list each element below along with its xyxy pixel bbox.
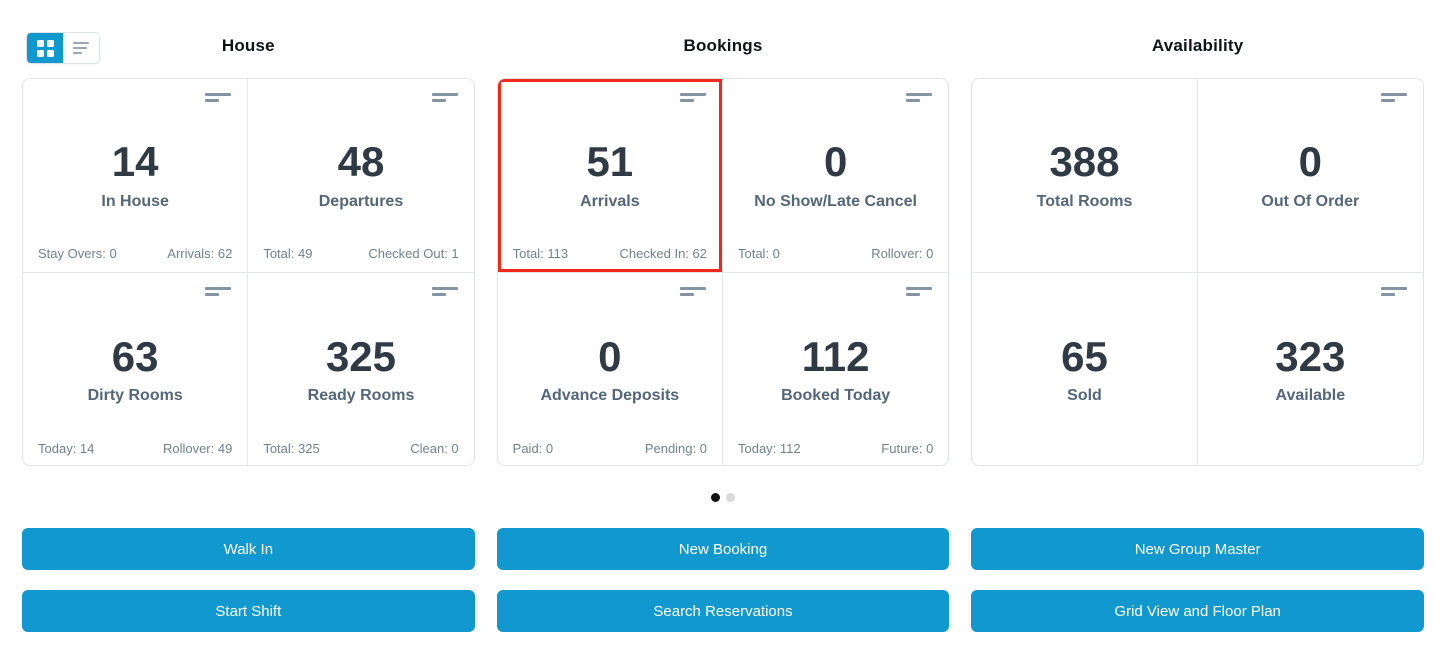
card-label: Sold [1067,387,1102,405]
card-value: 51 [586,138,634,186]
card-value: 48 [337,138,385,186]
stat-right: Rollover: 0 [871,246,934,261]
card-label: Advance Deposits [540,387,680,405]
card-label: Out Of Order [1261,192,1360,210]
stat-left: Paid: 0 [512,441,554,456]
list-view-icon [73,42,89,54]
pagination [22,493,1424,502]
card-no-show-late-cancel[interactable]: 0 No Show/Late Cancel Total: 0 Rollover:… [722,79,949,273]
card-menu-icon[interactable] [205,287,232,296]
panel-bookings: 51 Arrivals Total: 113 Checked In: 62 0 … [496,78,950,466]
card-value: 65 [1061,332,1108,380]
card-label: Available [1275,387,1346,405]
pagination-dot-1[interactable] [711,493,720,502]
stat-left: Total: 113 [512,246,569,261]
new-booking-button[interactable]: New Booking [496,528,950,570]
card-menu-icon[interactable] [431,287,458,296]
card-stats: Total: 113 Checked In: 62 [513,246,707,261]
card-total-rooms[interactable]: 388 Total Rooms [972,79,1198,273]
card-menu-icon[interactable] [205,93,232,102]
card-stats: Total: 49 Checked Out: 1 [263,246,458,261]
stat-right: Checked In: 62 [619,246,707,261]
card-label: Dirty Rooms [87,387,183,405]
card-value: 325 [325,332,397,380]
grid-view-button[interactable] [27,33,63,63]
card-label: Departures [318,192,404,210]
card-value: 0 [823,138,848,186]
stat-panels: 14 In House Stay Overs: 0 Arrivals: 62 4… [22,78,1424,466]
stat-left: Total: 325 [263,441,320,456]
section-title-availability: Availability [1151,36,1244,55]
card-departures[interactable]: 48 Departures Total: 49 Checked Out: 1 [248,79,474,273]
stat-right: Arrivals: 62 [167,246,233,261]
card-advance-deposits[interactable]: 0 Advance Deposits Paid: 0 Pending: 0 [497,273,723,465]
card-label: Booked Today [781,387,891,405]
card-value: 14 [111,138,159,186]
card-value: 0 [598,332,622,380]
card-ready-rooms[interactable]: 325 Ready Rooms Total: 325 Clean: 0 [248,273,474,465]
stat-right: Checked Out: 1 [368,246,459,261]
pagination-dot-2[interactable] [726,493,735,502]
card-sold[interactable]: 65 Sold [972,273,1198,465]
header-row: House Bookings Availability [22,0,1424,78]
card-available[interactable]: 323 Available [1197,273,1423,465]
new-group-master-button[interactable]: New Group Master [971,528,1424,570]
stat-left: Stay Overs: 0 [38,246,117,261]
card-label: Ready Rooms [307,387,415,405]
card-value: 323 [1275,332,1346,380]
card-menu-icon[interactable] [1380,287,1407,296]
walk-in-button[interactable]: Walk In [22,528,475,570]
card-stats: Paid: 0 Pending: 0 [513,441,707,456]
stat-right: Rollover: 49 [162,441,233,456]
section-title-house: House [221,36,275,55]
card-label: Arrivals [580,192,640,210]
card-stats: Today: 14 Rollover: 49 [38,441,232,456]
card-label: No Show/Late Cancel [754,192,917,210]
stat-left: Total: 49 [263,246,313,261]
stat-left: Today: 112 [737,441,801,456]
card-value: 112 [801,332,870,380]
card-value: 388 [1049,138,1120,186]
card-menu-icon[interactable] [906,287,933,296]
panel-availability: 388 Total Rooms 0 Out Of Order 65 Sold 3… [971,78,1424,466]
card-stats: Today: 112 Future: 0 [738,441,933,456]
stat-left: Today: 14 [38,441,95,456]
panel-house: 14 In House Stay Overs: 0 Arrivals: 62 4… [22,78,475,466]
card-stats: Total: 0 Rollover: 0 [738,246,933,261]
card-stats: Stay Overs: 0 Arrivals: 62 [38,246,232,261]
stat-right: Future: 0 [881,441,934,456]
grid-view-icon [36,39,54,57]
card-dirty-rooms[interactable]: 63 Dirty Rooms Today: 14 Rollover: 49 [23,273,249,465]
section-title-bookings: Bookings [683,36,763,55]
card-out-of-order[interactable]: 0 Out Of Order [1197,79,1423,273]
card-label: In House [101,192,169,210]
card-menu-icon[interactable] [906,93,933,102]
stat-right: Clean: 0 [410,441,459,456]
card-menu-icon[interactable] [431,93,458,102]
card-arrivals[interactable]: 51 Arrivals Total: 113 Checked In: 62 [497,79,723,273]
stat-right: Pending: 0 [644,441,707,456]
grid-view-floor-plan-button[interactable]: Grid View and Floor Plan [971,590,1424,632]
card-stats: Total: 325 Clean: 0 [263,441,458,456]
view-toggle [26,32,100,64]
stat-left: Total: 0 [737,246,780,261]
start-shift-button[interactable]: Start Shift [22,590,475,632]
card-menu-icon[interactable] [679,93,706,102]
search-reservations-button[interactable]: Search Reservations [496,590,950,632]
action-buttons: Walk In New Booking New Group Master Sta… [22,528,1424,632]
card-label: Total Rooms [1036,192,1133,210]
card-booked-today[interactable]: 112 Booked Today Today: 112 Future: 0 [722,273,949,465]
card-menu-icon[interactable] [1380,93,1407,102]
list-view-button[interactable] [63,33,99,63]
card-value: 0 [1298,138,1322,186]
card-in-house[interactable]: 14 In House Stay Overs: 0 Arrivals: 62 [23,79,249,273]
card-value: 63 [111,332,159,380]
card-menu-icon[interactable] [679,287,706,296]
